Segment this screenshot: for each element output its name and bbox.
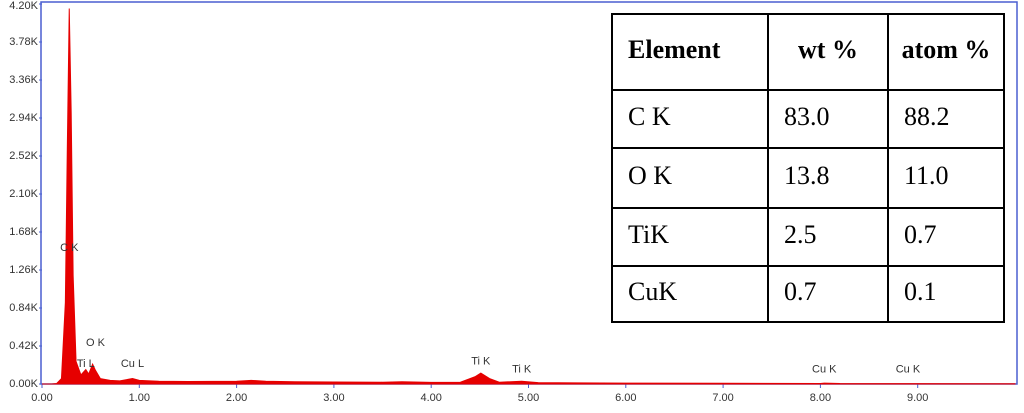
table-cell: 0.7 (784, 277, 817, 306)
x-tick-label: 2.00 (226, 392, 247, 404)
y-tick-label: 0.00K (9, 378, 38, 390)
table-bg (611, 13, 1005, 323)
y-tick-label: 0.84K (9, 302, 38, 314)
y-tick-label: 1.68K (9, 226, 38, 238)
x-tick-label: 8.00 (810, 392, 831, 404)
table-header: wt % (798, 35, 858, 64)
table-header: Element (628, 35, 721, 64)
peak-label: O K (86, 337, 106, 349)
y-tick-label: 2.94K (9, 112, 38, 124)
table-cell: 88.2 (904, 102, 950, 131)
y-tick-label: 4.20K (9, 0, 38, 12)
table-cell: CuK (628, 277, 677, 306)
peak-label: Ti L (77, 358, 95, 370)
peak-label: Cu K (896, 363, 921, 375)
y-tick-label: 2.52K (9, 150, 38, 162)
peak-label: Ti K (471, 355, 491, 367)
table-cell: 11.0 (904, 161, 949, 190)
x-tick-label: 7.00 (712, 392, 733, 404)
y-tick-label: 3.36K (9, 74, 38, 86)
x-tick-label: 5.00 (518, 392, 539, 404)
table-cell: 13.8 (784, 161, 830, 190)
y-tick-label: 0.42K (9, 340, 38, 352)
table-cell: C K (628, 102, 671, 131)
y-tick-label: 3.78K (9, 36, 38, 48)
y-tick-label: 2.10K (9, 188, 38, 200)
peak-label: Cu L (121, 358, 144, 370)
x-tick-label: 6.00 (615, 392, 636, 404)
x-tick-label: 1.00 (129, 392, 150, 404)
x-tick-label: 0.00 (31, 392, 52, 404)
table-cell: O K (628, 161, 672, 190)
x-tick-label: 4.00 (420, 392, 441, 404)
y-tick-label: 1.26K (9, 264, 38, 276)
peak-label: Cu K (812, 363, 837, 375)
table-cell: 2.5 (784, 220, 817, 249)
peak-label: Ti K (512, 363, 532, 375)
table-cell: 0.1 (904, 277, 937, 306)
x-tick-label: 3.00 (323, 392, 344, 404)
x-tick-label: 9.00 (907, 392, 928, 404)
table-cell: TiK (628, 220, 669, 249)
spectrum-area (42, 8, 1016, 385)
table-cell: 83.0 (784, 102, 830, 131)
table-header: atom % (902, 35, 991, 64)
table-cell: 0.7 (904, 220, 937, 249)
peak-label: C K (60, 242, 79, 254)
